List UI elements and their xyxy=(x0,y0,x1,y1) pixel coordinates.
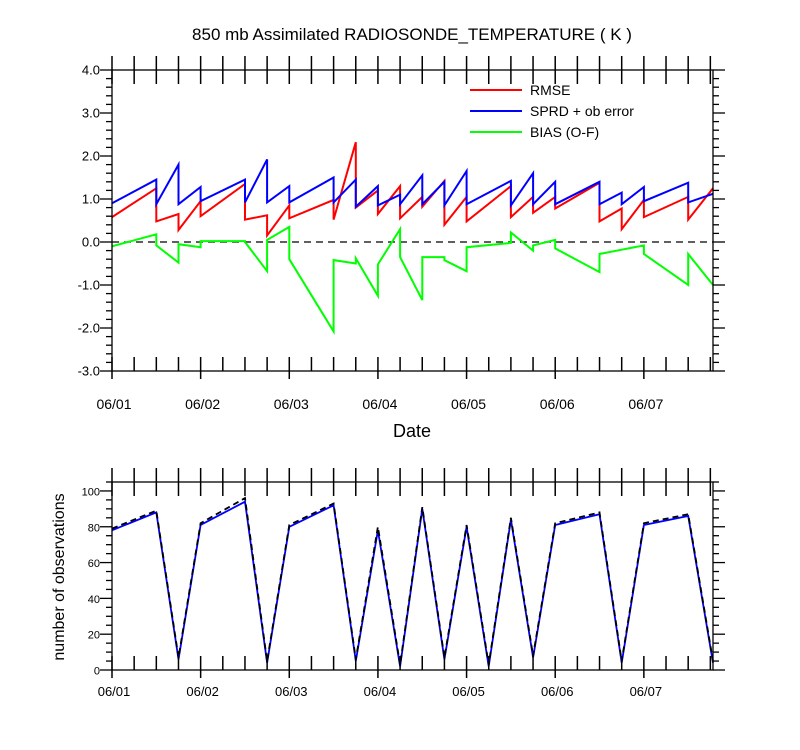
x-tick-label: 06/06 xyxy=(540,396,575,412)
y-tick-labels: 4.0 3.0 2.0 1.0 0.0 -1.0 -2.0 -3.0 xyxy=(78,63,100,379)
axis-ticks xyxy=(100,468,725,678)
y-tick-label: 100 xyxy=(82,486,100,498)
y-tick-labels: 0 20 40 60 80 100 xyxy=(82,486,100,677)
y-tick-label: 80 xyxy=(88,522,100,534)
y-tick-label: 60 xyxy=(88,558,100,570)
y-tick-label: -3.0 xyxy=(78,364,100,379)
x-tick-label: 06/02 xyxy=(185,396,220,412)
y-tick-label: 20 xyxy=(88,630,100,642)
x-tick-label: 06/01 xyxy=(98,684,131,699)
plot-frame xyxy=(111,69,714,372)
y-axis-label: number of observations xyxy=(51,493,68,660)
x-tick-label: 06/07 xyxy=(630,684,663,699)
x-tick-label: 06/03 xyxy=(275,684,308,699)
y-tick-label: -2.0 xyxy=(78,321,100,336)
y-tick-label: 1.0 xyxy=(82,192,100,207)
series-line-rmse xyxy=(111,141,714,239)
legend-label: RMSE xyxy=(530,82,570,98)
y-tick-label: 2.0 xyxy=(82,149,100,164)
series-line-observations-used xyxy=(111,500,714,667)
x-tick-label: 06/06 xyxy=(541,684,574,699)
x-tick-label: 06/05 xyxy=(451,396,486,412)
legend-label: SPRD + ob error xyxy=(530,103,634,119)
legend-label: BIAS (O-F) xyxy=(530,124,599,140)
axis-ticks xyxy=(100,56,725,379)
top-chart: 850 mb Assimilated RADIOSONDE_TEMPERATUR… xyxy=(78,25,725,441)
y-tick-label: 3.0 xyxy=(82,106,100,121)
x-axis-label: Date xyxy=(393,421,431,441)
y-tick-label: 0.0 xyxy=(82,235,100,250)
series-lines xyxy=(111,141,714,335)
x-tick-label: 06/03 xyxy=(274,396,309,412)
chart-title: 850 mb Assimilated RADIOSONDE_TEMPERATUR… xyxy=(192,25,632,44)
y-tick-label: 0 xyxy=(94,666,100,678)
y-tick-label: 4.0 xyxy=(82,63,100,78)
plot-frame xyxy=(111,481,714,671)
legend: RMSE SPRD + ob error BIAS (O-F) xyxy=(470,82,634,140)
series-line-observations-available xyxy=(111,496,714,665)
series-line-sprd-ob-error xyxy=(111,158,714,209)
x-tick-labels: 06/01 06/02 06/03 06/04 06/05 06/06 06/07 xyxy=(98,684,662,699)
x-tick-label: 06/04 xyxy=(364,684,397,699)
x-tick-label: 06/01 xyxy=(96,396,131,412)
x-tick-label: 06/07 xyxy=(628,396,663,412)
observation-lines xyxy=(111,496,714,667)
y-tick-label: 40 xyxy=(88,594,100,606)
x-tick-labels: 06/01 06/02 06/03 06/04 06/05 06/06 06/07 xyxy=(96,396,663,412)
y-tick-label: -1.0 xyxy=(78,278,100,293)
x-tick-label: 06/04 xyxy=(362,396,397,412)
x-tick-label: 06/02 xyxy=(186,684,219,699)
series-line-bias-o-f xyxy=(111,225,714,335)
x-tick-label: 06/05 xyxy=(452,684,485,699)
